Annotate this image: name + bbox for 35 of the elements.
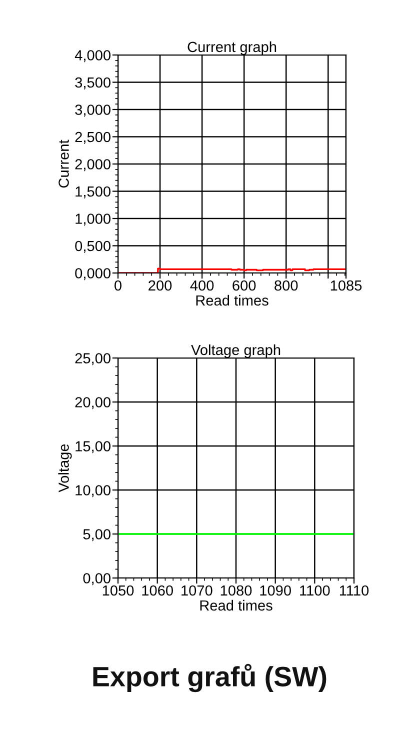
y-tick-label: 3,000 [75,104,110,117]
y-tick-label: 0,00 [83,573,110,586]
y-tick-label: 4,000 [74,50,110,62]
y-tick-label: 5,00 [83,529,110,542]
text: Export grafů (SW) [93,664,326,692]
y-tick-label: 3,500 [75,77,110,90]
y-tick-label: 15,00 [76,441,110,454]
y-tick-label: 1,000 [76,214,110,226]
x-tick-label: 1110 [340,585,369,596]
y-tick-label: 25,00 [75,353,110,366]
chart-title: Current graph [188,41,276,55]
x-tick-label: 200 [148,280,172,291]
x-tick-label: 600 [232,280,256,291]
x-tick-label: 1080 [220,585,252,596]
y-tick-label: 1,500 [76,186,110,198]
x-tick-label: 1060 [142,585,173,596]
x-tick-label: 1100 [300,585,330,596]
y-tick-label: 0,000 [75,268,110,280]
x-tick-label: 1085 [330,280,362,291]
x-tick-label: 1070 [182,585,212,596]
x-tick-label: 400 [190,280,214,291]
x-tick-label: 1050 [102,585,134,596]
x-tick-label: 1090 [260,585,291,596]
y-tick-label: 20,00 [75,397,110,410]
x-tick-label: 800 [274,280,298,291]
y-axis-title: Voltage [58,444,72,492]
x-tick-label: 0 [114,280,122,291]
y-axis-title: Current [58,140,69,188]
y-tick-label: 2,000 [75,159,110,172]
y-tick-label: 10,00 [76,485,110,498]
chart-title: Voltage graph [191,344,280,358]
y-tick-label: 2,500 [75,132,110,144]
x-axis-title: Read times [200,600,272,611]
y-tick-label: 0,500 [75,240,110,253]
x-axis-title: Read times [196,294,268,306]
